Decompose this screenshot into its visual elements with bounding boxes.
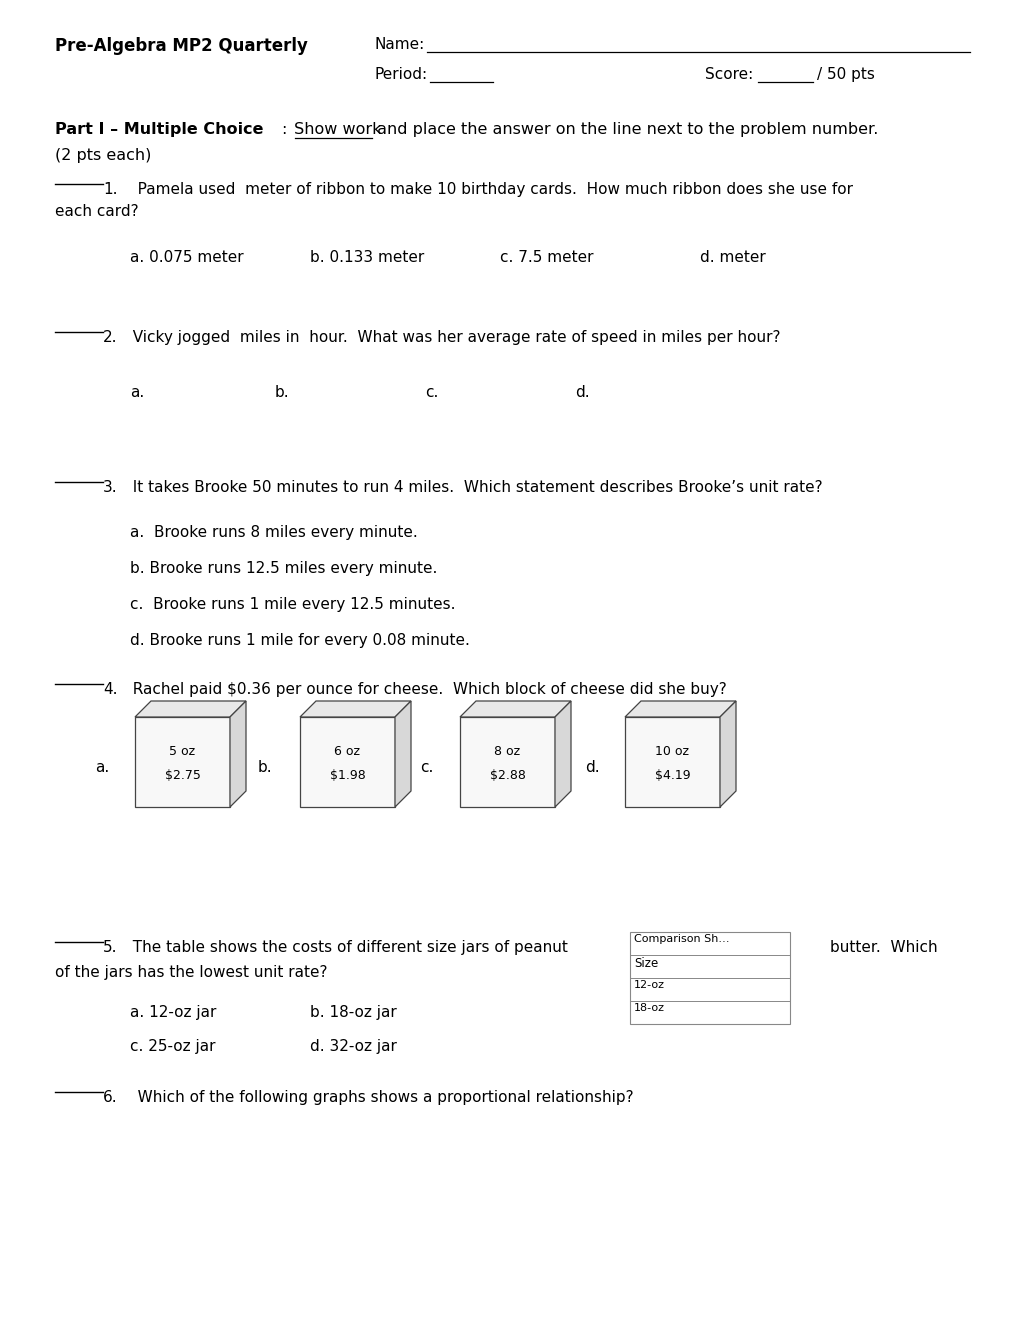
Text: Size: Size	[634, 957, 657, 970]
Text: c. 25-oz jar: c. 25-oz jar	[129, 1039, 215, 1053]
Polygon shape	[135, 717, 229, 807]
Text: a.: a.	[95, 759, 109, 775]
Text: a.: a.	[129, 385, 144, 400]
Polygon shape	[625, 717, 719, 807]
Text: b. Brooke runs 12.5 miles every minute.: b. Brooke runs 12.5 miles every minute.	[129, 561, 437, 576]
Text: 5.: 5.	[103, 940, 117, 954]
Text: d.: d.	[585, 759, 599, 775]
Polygon shape	[460, 701, 571, 717]
Text: c.: c.	[425, 385, 438, 400]
Text: Part I – Multiple Choice: Part I – Multiple Choice	[55, 121, 263, 137]
Text: Comparison Sh…: Comparison Sh…	[634, 935, 729, 944]
Text: Name:: Name:	[375, 37, 425, 51]
Polygon shape	[394, 701, 411, 807]
Text: :: :	[280, 121, 286, 137]
Polygon shape	[300, 701, 411, 717]
Text: Rachel paid $0.36 per ounce for cheese.  Which block of cheese did she buy?: Rachel paid $0.36 per ounce for cheese. …	[123, 682, 727, 697]
Text: each card?: each card?	[55, 205, 139, 219]
Text: / 50 pts: / 50 pts	[816, 67, 874, 82]
Polygon shape	[229, 701, 246, 807]
Text: 8 oz: 8 oz	[494, 744, 520, 758]
Text: 12-oz: 12-oz	[634, 979, 664, 990]
Text: $1.98: $1.98	[329, 770, 365, 781]
Text: 3.: 3.	[103, 480, 117, 495]
Polygon shape	[625, 701, 736, 717]
Text: c.: c.	[420, 759, 433, 775]
Text: Period:: Period:	[375, 67, 428, 82]
Text: Score:: Score:	[704, 67, 752, 82]
Polygon shape	[719, 701, 736, 807]
Text: Pamela used  meter of ribbon to make 10 birthday cards.  How much ribbon does sh: Pamela used meter of ribbon to make 10 b…	[123, 182, 852, 197]
Text: 6.: 6.	[103, 1090, 117, 1105]
Text: b. 18-oz jar: b. 18-oz jar	[310, 1005, 396, 1020]
Text: d. meter: d. meter	[699, 249, 765, 265]
Polygon shape	[554, 701, 571, 807]
Text: a. 0.075 meter: a. 0.075 meter	[129, 249, 244, 265]
Text: c. 7.5 meter: c. 7.5 meter	[499, 249, 593, 265]
Text: d. 32-oz jar: d. 32-oz jar	[310, 1039, 396, 1053]
Text: $2.88: $2.88	[489, 770, 525, 781]
Text: b. 0.133 meter: b. 0.133 meter	[310, 249, 424, 265]
Text: a. 12-oz jar: a. 12-oz jar	[129, 1005, 216, 1020]
Text: It takes Brooke 50 minutes to run 4 miles.  Which statement describes Brooke’s u: It takes Brooke 50 minutes to run 4 mile…	[123, 480, 821, 495]
Polygon shape	[135, 701, 246, 717]
Text: Show work: Show work	[288, 121, 381, 137]
Text: $4.19: $4.19	[654, 770, 690, 781]
Text: b.: b.	[275, 385, 289, 400]
Text: $2.75: $2.75	[164, 770, 201, 781]
Polygon shape	[460, 717, 554, 807]
Text: 2.: 2.	[103, 330, 117, 345]
Text: c.  Brooke runs 1 mile every 12.5 minutes.: c. Brooke runs 1 mile every 12.5 minutes…	[129, 597, 455, 612]
Text: (2 pts each): (2 pts each)	[55, 148, 151, 162]
Text: d. Brooke runs 1 mile for every 0.08 minute.: d. Brooke runs 1 mile for every 0.08 min…	[129, 634, 470, 648]
Text: Which of the following graphs shows a proportional relationship?: Which of the following graphs shows a pr…	[123, 1090, 633, 1105]
Text: 1.: 1.	[103, 182, 117, 197]
Text: 6 oz: 6 oz	[334, 744, 360, 758]
Polygon shape	[300, 717, 394, 807]
Text: The table shows the costs of different size jars of peanut: The table shows the costs of different s…	[123, 940, 568, 954]
Text: butter.  Which: butter. Which	[829, 940, 936, 954]
Text: 10 oz: 10 oz	[655, 744, 689, 758]
Text: Vicky jogged  miles in  hour.  What was her average rate of speed in miles per h: Vicky jogged miles in hour. What was her…	[123, 330, 780, 345]
Text: and place the answer on the line next to the problem number.: and place the answer on the line next to…	[372, 121, 877, 137]
Text: 18-oz: 18-oz	[634, 1003, 664, 1012]
Text: d.: d.	[575, 385, 589, 400]
Text: Pre-Algebra MP2 Quarterly: Pre-Algebra MP2 Quarterly	[55, 37, 308, 55]
Text: 4.: 4.	[103, 682, 117, 697]
Text: of the jars has the lowest unit rate?: of the jars has the lowest unit rate?	[55, 965, 327, 979]
Text: a.  Brooke runs 8 miles every minute.: a. Brooke runs 8 miles every minute.	[129, 525, 418, 540]
Text: b.: b.	[258, 759, 272, 775]
Text: 5 oz: 5 oz	[169, 744, 196, 758]
